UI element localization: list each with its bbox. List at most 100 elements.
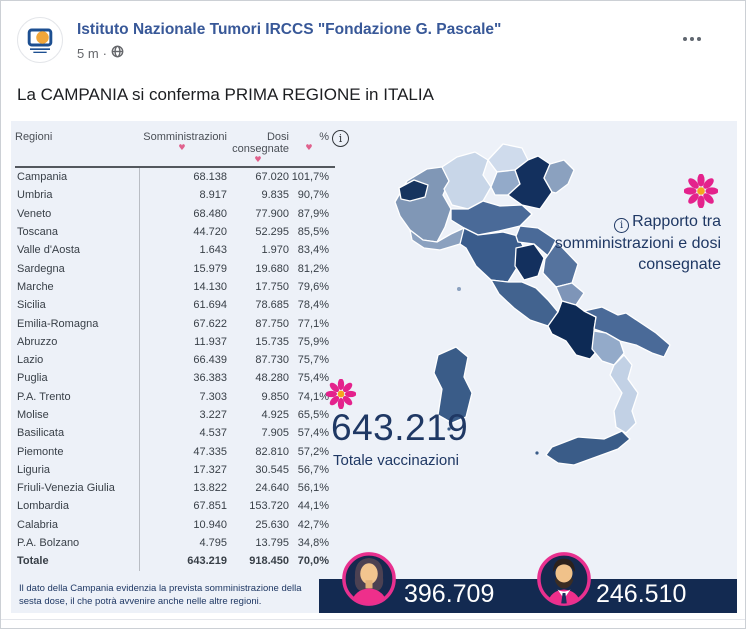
table-row: Veneto 68.480 77.900 87,9% <box>15 205 335 223</box>
column-header-regioni: Regioni <box>15 131 53 143</box>
cell-dosi: 17.750 <box>255 280 289 293</box>
cell-dosi: 19.680 <box>255 262 289 275</box>
table-row: Molise 3.227 4.925 65,5% <box>15 406 335 424</box>
cell-region: Veneto <box>17 207 52 220</box>
cell-somministrazioni: 44.720 <box>193 226 227 239</box>
table-row: Campania 68.138 67.020 101,7% <box>15 168 335 186</box>
regions-table: Regioni Somministrazioni ♥ Dosi consegna… <box>15 127 349 571</box>
cell-pct: 56,1% <box>297 482 329 495</box>
post-header: Istituto Nazionale Tumori IRCCS "Fondazi… <box>17 15 731 67</box>
table-header-row: Regioni Somministrazioni ♥ Dosi consegna… <box>15 127 349 164</box>
table-row: Sicilia 61.694 78.685 78,4% <box>15 296 335 314</box>
table-row: Marche 14.130 17.750 79,6% <box>15 278 335 296</box>
cell-dosi: 9.835 <box>261 189 289 202</box>
cell-somministrazioni: 68.138 <box>193 171 227 184</box>
cell-dosi: 24.640 <box>255 482 289 495</box>
cell-pct: 85,5% <box>297 226 329 239</box>
cell-somministrazioni: 61.694 <box>193 299 227 312</box>
table-row: Emilia-Romagna 67.622 87.750 77,1% <box>15 314 335 332</box>
page-avatar[interactable] <box>17 17 63 63</box>
cell-dosi: 48.280 <box>255 372 289 385</box>
total-vaccinations-number: 643.219 <box>331 407 469 448</box>
cell-somministrazioni: 1.643 <box>199 244 227 257</box>
map-region-basilicata <box>591 330 625 366</box>
post-bottom-divider <box>1 619 745 620</box>
table-row: Lombardia 67.851 153.720 44,1% <box>15 497 335 515</box>
male-count: 246.510 <box>596 580 687 608</box>
cell-region: Puglia <box>17 372 48 385</box>
cell-region: Marche <box>17 280 54 293</box>
cell-somministrazioni: 7.303 <box>199 390 227 403</box>
column-header-percent: % ♥ <box>289 127 329 164</box>
cell-pct: 57,2% <box>297 445 329 458</box>
gender-stats-bar: 396.709 246.510 <box>319 552 737 613</box>
female-avatar-icon <box>341 551 397 607</box>
total-vaccinations-label: Totale vaccinazioni <box>333 452 459 469</box>
cell-dosi: 15.735 <box>255 335 289 348</box>
cell-region: Abruzzo <box>17 335 58 348</box>
cell-pct: 87,9% <box>297 207 329 220</box>
male-avatar-icon <box>536 551 592 607</box>
cell-dosi: 153.720 <box>249 500 289 513</box>
table-row: Abruzzo 11.937 15.735 75,9% <box>15 333 335 351</box>
cell-pct: 78,4% <box>297 299 329 312</box>
map-region-molise <box>555 282 585 306</box>
campania-footnote: Il dato della Campania evidenzia la prev… <box>19 583 302 607</box>
cell-pct: 75,7% <box>297 354 329 367</box>
cell-somministrazioni: 4.795 <box>199 537 227 550</box>
map-region-piemonte <box>394 166 452 243</box>
table-row: Sardegna 15.979 19.680 81,2% <box>15 259 335 277</box>
island-dot <box>457 287 461 291</box>
cell-pct: 77,1% <box>297 317 329 330</box>
cell-region: P.A. Bolzano <box>17 537 80 550</box>
cell-somministrazioni: 66.439 <box>193 354 227 367</box>
post-timestamp[interactable]: 5 m <box>77 45 99 61</box>
cell-somministrazioni: 3.227 <box>199 409 227 421</box>
globe-icon <box>111 45 124 61</box>
cell-somministrazioni: 68.480 <box>193 207 227 220</box>
cell-somministrazioni: 14.130 <box>193 280 227 293</box>
table-row: Lazio 66.439 87.730 75,7% <box>15 351 335 369</box>
column-header-somministrazioni: Somministrazioni ♥ <box>137 127 227 164</box>
cell-somministrazioni: 4.537 <box>199 427 227 440</box>
post-menu-button[interactable] <box>677 31 707 47</box>
map-region-friuli <box>543 159 575 194</box>
cell-dosi: 78.685 <box>255 299 289 312</box>
table-row: Liguria 17.327 30.545 56,7% <box>15 461 335 479</box>
cell-somministrazioni: 10.940 <box>193 518 227 531</box>
table-row: Valle d'Aosta 1.643 1.970 83,4% <box>15 241 335 259</box>
cell-dosi: 82.810 <box>255 445 289 458</box>
cell-region: Molise <box>17 409 49 421</box>
cell-somministrazioni: 8.917 <box>199 189 227 202</box>
cell-somministrazioni: 17.327 <box>193 463 227 476</box>
cell-pct: 65,5% <box>297 409 329 421</box>
cell-somministrazioni: 13.822 <box>193 482 227 495</box>
table-total-row: Totale 643.219 918.450 70,0% <box>15 552 335 570</box>
cell-region: Calabria <box>17 518 58 531</box>
cell-somministrazioni: 15.979 <box>193 262 227 275</box>
cell-region: Piemonte <box>17 445 64 458</box>
page-name-link[interactable]: Istituto Nazionale Tumori IRCCS "Fondazi… <box>77 21 502 38</box>
map-region-sicilia <box>545 430 631 466</box>
cell-pct: 74,1% <box>297 390 329 403</box>
map-region-lazio <box>490 279 559 327</box>
cell-pct: 75,4% <box>297 372 329 385</box>
table-header-separator <box>15 166 335 168</box>
table-row: P.A. Bolzano 4.795 13.795 34,8% <box>15 534 335 552</box>
cell-region: Toscana <box>17 226 58 239</box>
cell-region: Totale <box>17 555 49 568</box>
cell-pct: 34,8% <box>297 537 329 550</box>
meta-separator: · <box>102 45 108 61</box>
table-row: P.A. Trento 7.303 9.850 74,1% <box>15 388 335 406</box>
cell-dosi: 52.295 <box>255 226 289 239</box>
cell-region: Valle d'Aosta <box>17 244 81 257</box>
cell-region: Emilia-Romagna <box>17 317 99 330</box>
cell-pct: 75,9% <box>297 335 329 348</box>
cell-dosi: 4.925 <box>261 409 289 421</box>
map-region-puglia <box>583 306 671 358</box>
table-row: Friuli-Venezia Giulia 13.822 24.640 56,1% <box>15 479 335 497</box>
table-column-divider <box>139 168 140 571</box>
table-row: Piemonte 47.335 82.810 57,2% <box>15 442 335 460</box>
map-region-marche <box>515 225 557 257</box>
